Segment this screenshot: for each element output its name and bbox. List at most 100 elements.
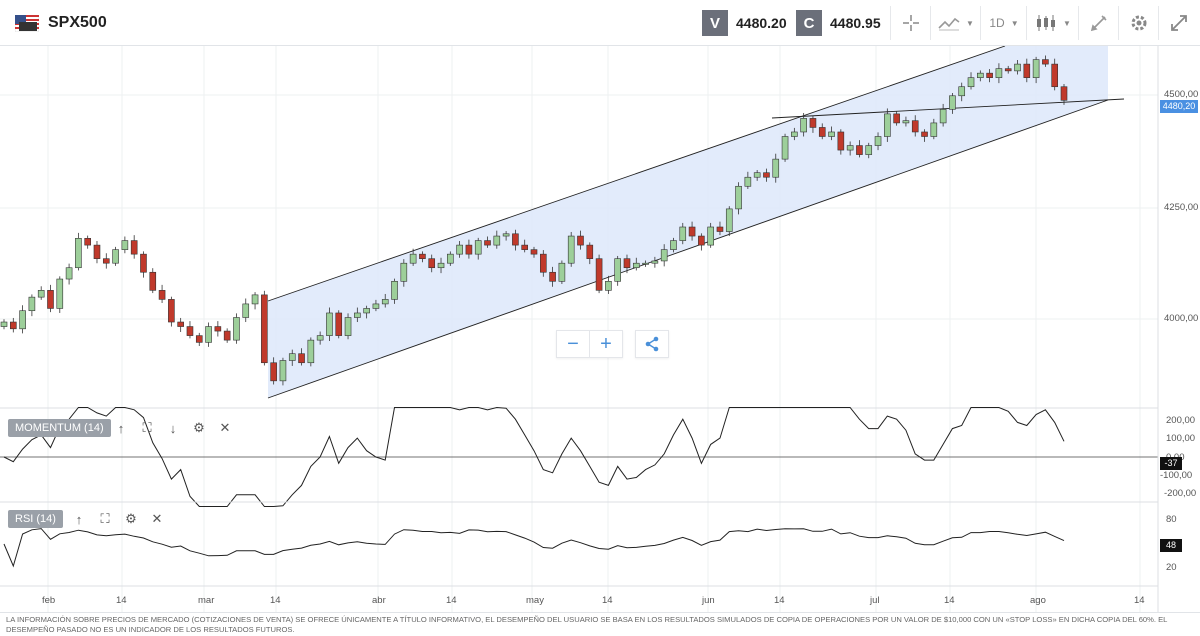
candle-body [130,240,138,255]
candle-body [688,226,696,237]
line-chart-icon [938,17,960,31]
expand-icon [1171,15,1187,31]
share-icon [645,336,659,352]
candle-body [1014,63,1021,72]
zoom-out-button[interactable]: − [557,331,590,357]
x-tick-label: 14 [116,595,127,606]
candle-body [344,317,352,336]
x-tick-label: 14 [270,595,281,606]
candle-body [586,244,594,259]
mom-tick-neg100: -100,00 [1160,470,1193,481]
gear-icon[interactable]: ⚙ [125,511,137,526]
chevron-down-icon: ▼ [1010,18,1019,28]
settings-button[interactable] [1118,6,1159,40]
candle-body [725,208,733,232]
candle-style-button[interactable]: ▼ [1026,6,1079,40]
candle-body [772,158,780,178]
candle-body [977,72,984,78]
gear-icon[interactable]: ⚙ [193,420,205,435]
disclaimer-text: La información sobre precios de mercado … [0,612,1200,636]
mom-tick-100: 100,00 [1166,433,1196,444]
candle-body [168,299,175,323]
candle-body [335,312,343,336]
candle-body [614,258,621,282]
current-price-tag: 4480,20 [1160,100,1198,113]
fullscreen-button[interactable] [1158,6,1199,40]
gear-icon [1131,15,1147,31]
candle-body [177,321,184,327]
candle-body [1060,86,1068,101]
candle-body [995,68,1003,78]
move-down-icon[interactable]: ↓ [169,420,177,436]
candle-body [558,262,566,282]
mom-tick-neg200: -200,00 [1164,488,1197,499]
candle-body [1004,68,1012,72]
drawing-tools-button[interactable] [1078,6,1119,40]
close-icon[interactable]: ✕ [151,511,163,526]
candle-body [595,258,603,291]
candle-body [623,258,631,269]
candle-body [818,127,826,137]
candle-body [1023,63,1031,78]
y-tick-4250: 4250,00 [1164,202,1199,213]
move-up-icon[interactable]: ↑ [117,420,125,436]
candle-body [484,240,491,246]
close-icon[interactable]: ✕ [219,420,231,435]
candle-body [949,95,956,110]
momentum-label[interactable]: MOMENTUM (14) [8,419,111,437]
x-tick-label: 14 [944,595,955,606]
buy-badge: C [796,10,822,36]
candle-body [19,310,26,330]
candle-body [521,244,529,250]
candle-body [214,326,222,332]
x-tick-label: 14 [1134,595,1145,606]
candle-body [251,294,259,305]
channel-lower-line [267,99,1109,399]
zoom-in-button[interactable]: + [590,331,622,357]
rsi-label[interactable]: RSI (14) [8,510,63,528]
buy-price-box[interactable]: C 4480.95 [796,7,889,39]
candle-body [381,299,389,305]
candles [0,55,1068,386]
candle-body [158,290,166,300]
maximize-icon[interactable]: ⛶ [142,420,152,435]
price-chart[interactable] [0,46,1200,612]
candlestick-icon [1037,15,1056,31]
candle-body [698,235,705,246]
sell-price-box[interactable]: V 4480.20 [702,7,795,39]
candle-body [1051,63,1059,88]
candle-body [363,308,370,314]
share-button[interactable] [635,330,669,358]
candle-body [670,240,677,250]
candle-body [828,131,835,137]
candle-body [577,235,584,246]
rsi-tick-80: 80 [1166,514,1177,525]
momentum-value-tag: -37 [1160,457,1182,470]
zoom-controls: − + [556,330,669,358]
momentum-tools: ↑ ⛶ ↓ ⚙ ✕ [114,420,232,436]
timeframe-button[interactable]: 1D ▼ [980,6,1027,40]
candle-body [316,335,324,341]
chart-type-button[interactable]: ▼ [930,6,981,40]
draw-icon [1090,15,1107,32]
rsi-tools: ↑ ⛶ ⚙ ✕ [72,511,164,527]
buy-price: 4480.95 [830,15,881,31]
candle-body [735,185,742,210]
candle-body [270,362,277,382]
candle-body [874,136,882,146]
candle-body [539,253,547,273]
candle-body [716,226,724,232]
candle-body [632,262,640,269]
candle-body [846,145,854,151]
crosshair-button[interactable] [890,6,931,40]
momentum-line [3,406,1065,507]
maximize-icon[interactable]: ⛶ [100,511,110,526]
move-up-icon[interactable]: ↑ [75,511,83,527]
trend-channel [268,46,1108,398]
candle-body [121,240,129,250]
channel-upper-line [267,46,1006,302]
candle-body [642,262,649,265]
candle-body [102,258,110,264]
x-tick-label: may [526,595,544,606]
candle-body [474,240,482,255]
